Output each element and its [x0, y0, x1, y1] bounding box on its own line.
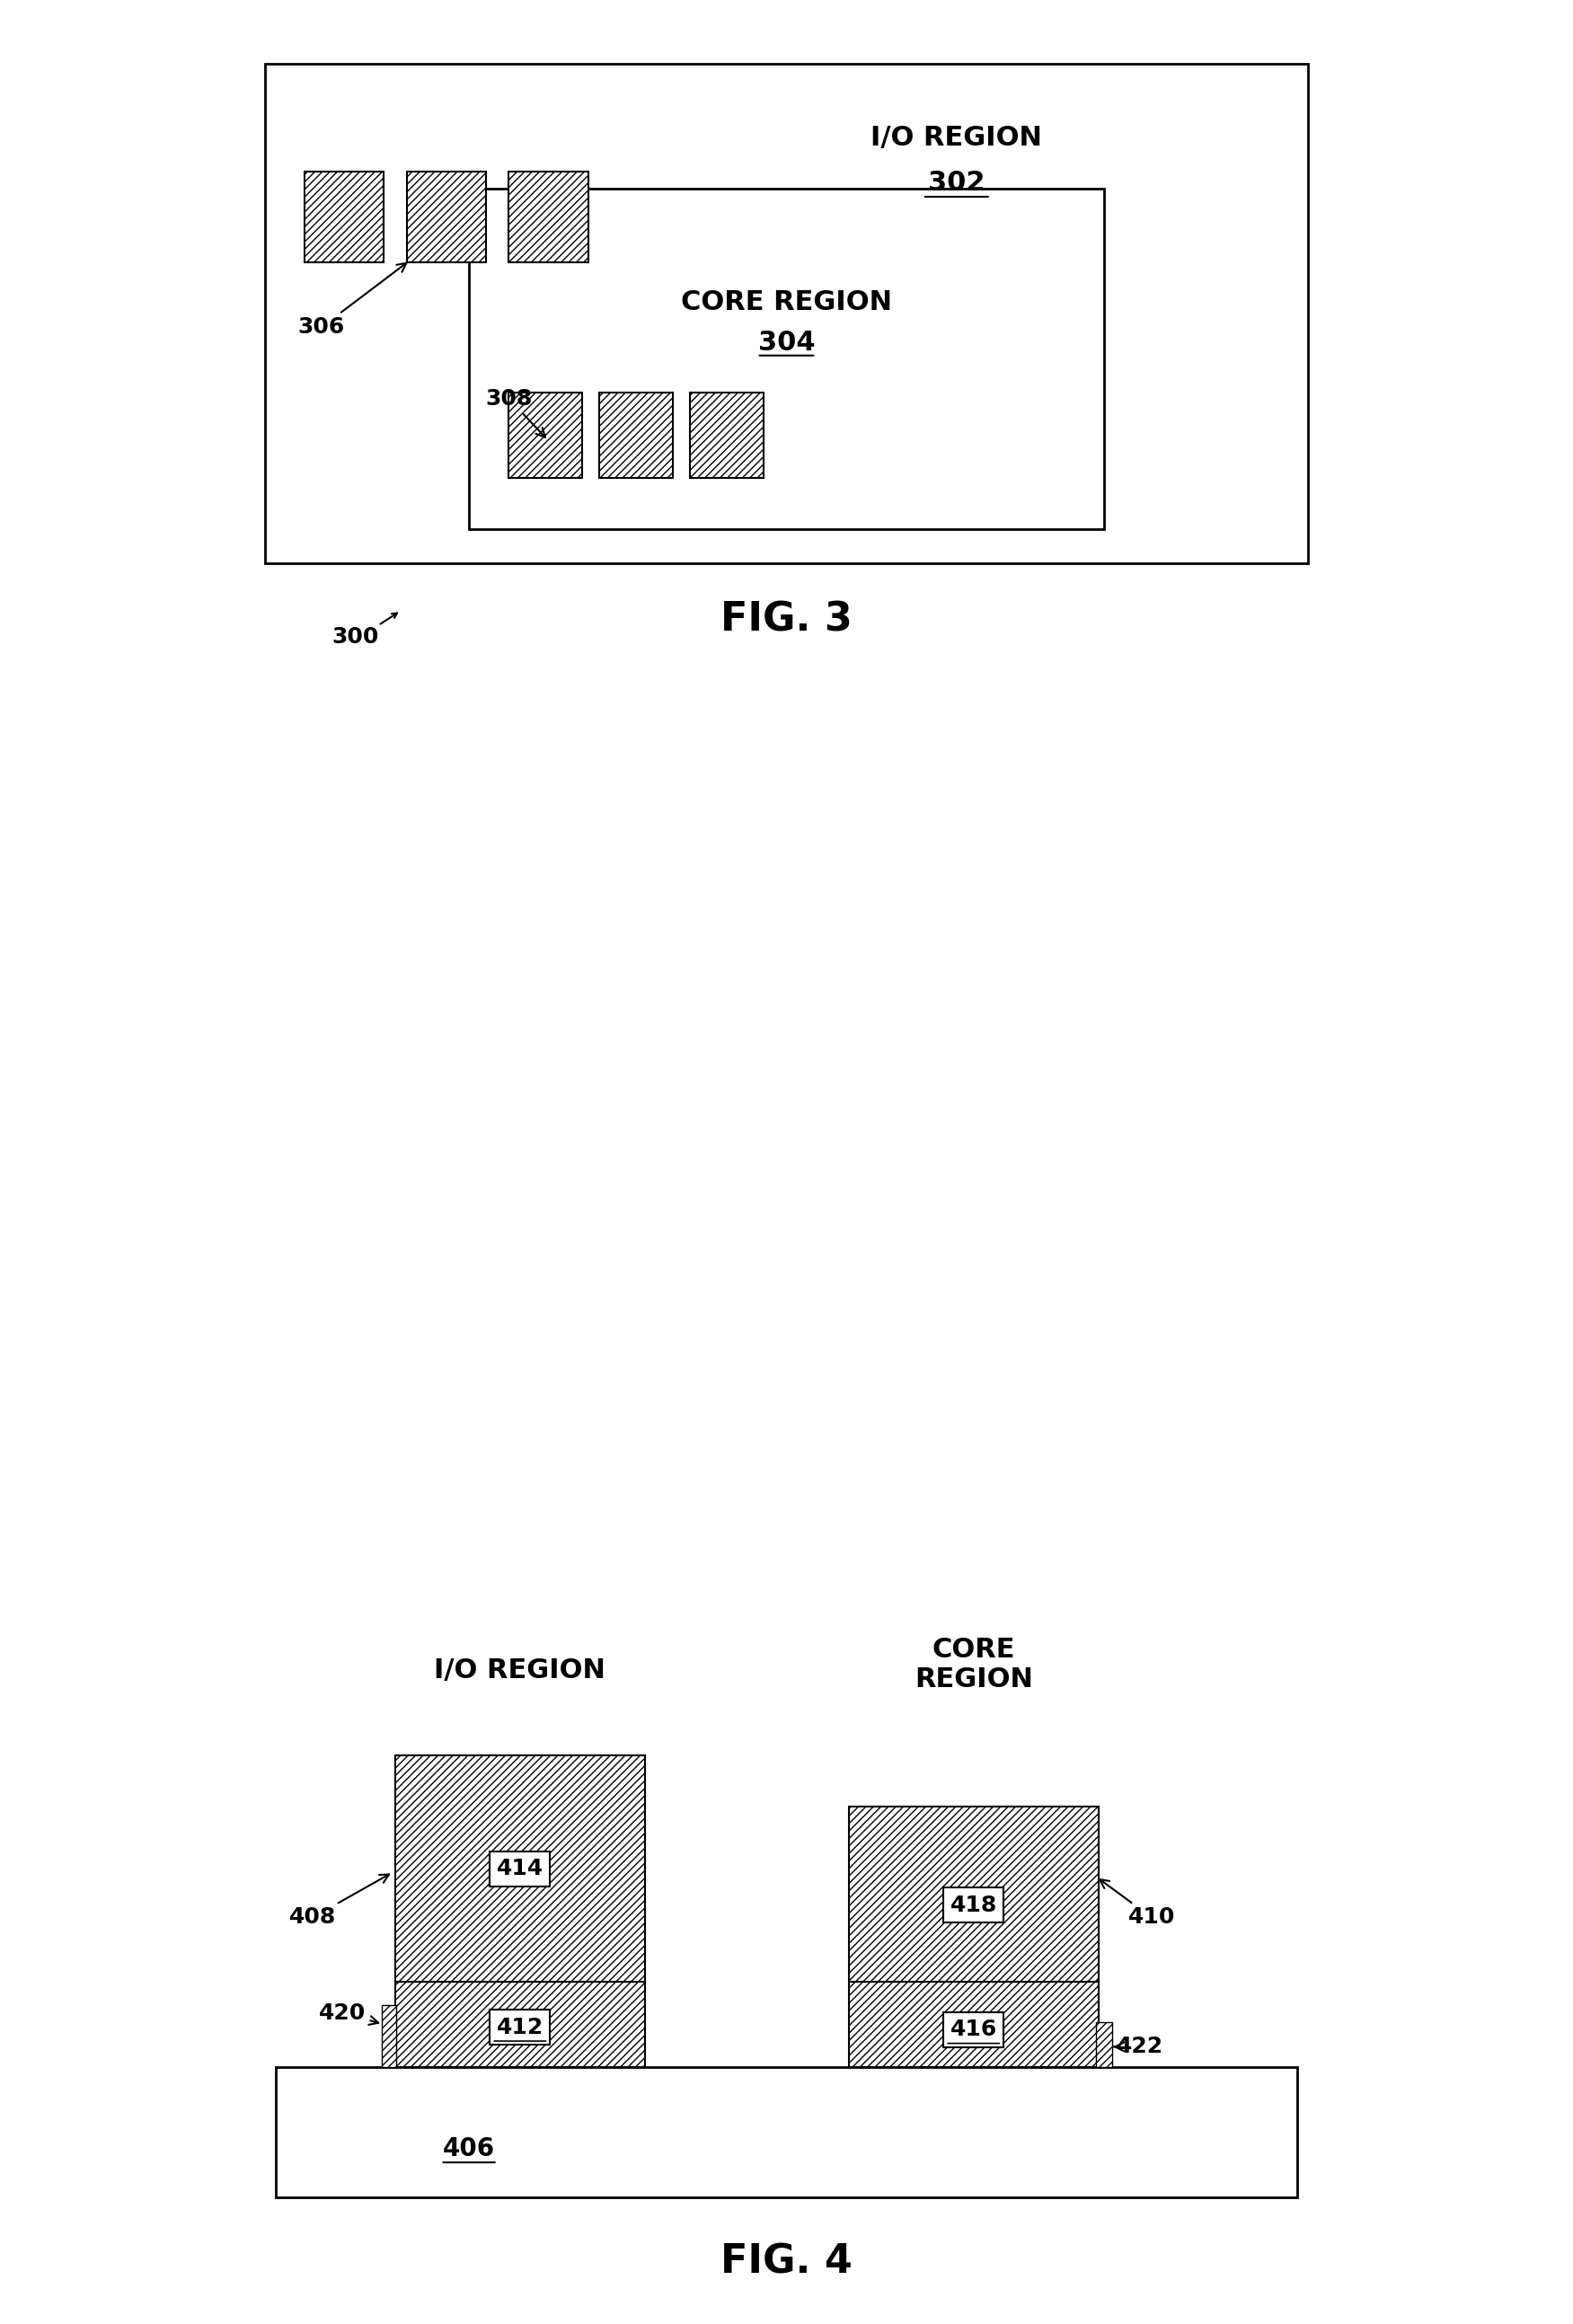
Text: I/O REGION: I/O REGION	[871, 125, 1043, 151]
Text: 304: 304	[758, 330, 815, 356]
Bar	[407, 172, 486, 263]
Bar	[382, 2006, 396, 2066]
Text: I/O REGION: I/O REGION	[434, 1657, 606, 1683]
Bar	[395, 1982, 645, 2066]
Bar	[508, 172, 588, 263]
Bar	[508, 393, 582, 479]
Bar	[691, 393, 764, 479]
Bar	[469, 188, 1104, 530]
Text: 420: 420	[318, 2001, 379, 2024]
Bar	[849, 1806, 1098, 1982]
Bar	[264, 65, 1309, 562]
Text: 422: 422	[1114, 2036, 1164, 2057]
Bar	[277, 2066, 1296, 2199]
Bar	[1096, 2022, 1112, 2066]
Text: 302: 302	[928, 170, 985, 195]
Text: FIG. 3: FIG. 3	[720, 600, 853, 639]
Text: 412: 412	[497, 2017, 544, 2038]
Bar	[395, 1755, 645, 1982]
Text: CORE
REGION: CORE REGION	[914, 1636, 1033, 1692]
Text: 408: 408	[289, 1875, 389, 1929]
Text: CORE REGION: CORE REGION	[681, 288, 892, 316]
Text: 414: 414	[497, 1857, 544, 1880]
Text: 416: 416	[950, 2020, 997, 2040]
Bar	[849, 1982, 1098, 2066]
Text: 406: 406	[444, 2136, 495, 2161]
Text: FIG. 4: FIG. 4	[720, 2243, 853, 2282]
Text: 308: 308	[484, 388, 546, 437]
Text: 306: 306	[299, 263, 406, 337]
Text: 410: 410	[1100, 1880, 1175, 1929]
Bar	[599, 393, 673, 479]
Text: 418: 418	[950, 1894, 997, 1915]
Bar	[305, 172, 384, 263]
Text: 300: 300	[332, 625, 379, 648]
